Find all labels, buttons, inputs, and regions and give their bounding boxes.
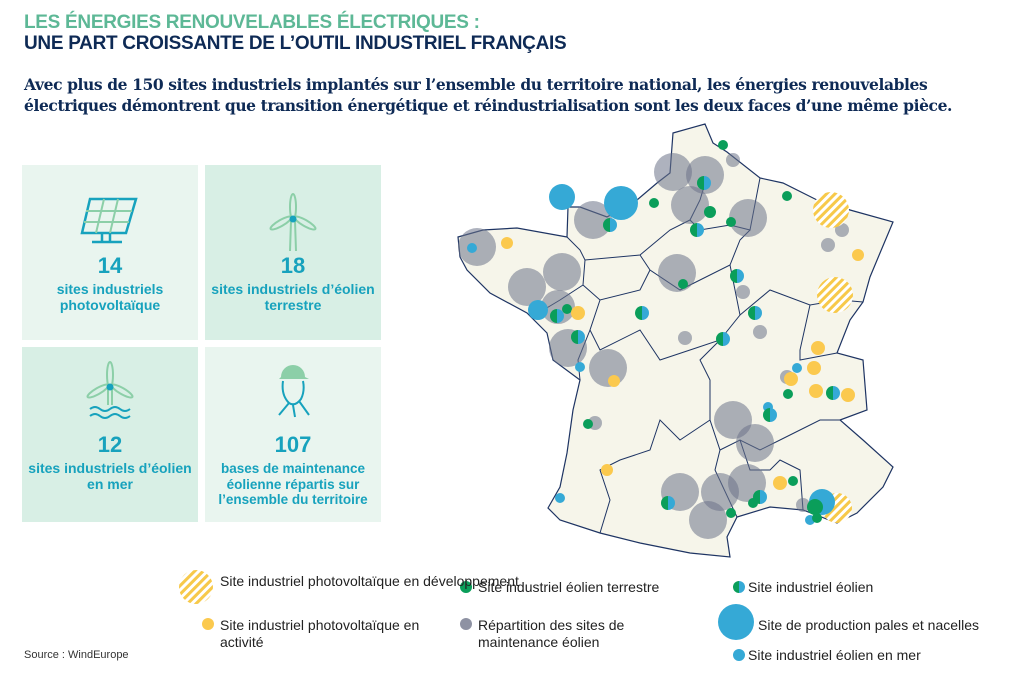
wind-site-marker xyxy=(571,330,578,344)
stat-value: 18 xyxy=(280,253,306,278)
wind-site-marker-half xyxy=(760,490,767,504)
solar-panel-icon xyxy=(80,197,138,244)
pv-active-sites xyxy=(501,237,864,490)
wind-site-marker-half xyxy=(833,386,840,400)
wind-site-marker xyxy=(753,490,760,504)
legend-pv-dev: Site industriel photovoltaïque en dévelo… xyxy=(220,573,519,589)
stat-value: 12 xyxy=(97,432,123,457)
legend-blades: Site de production pales et nacelles xyxy=(758,617,980,633)
stat-value: 14 xyxy=(97,253,123,278)
wind-site-marker-half xyxy=(723,332,730,346)
stat-card-onshore: 18 sites industriels d’éolien terrestre xyxy=(205,165,381,340)
stat-label: sites industriels d’éolien en mer xyxy=(28,460,192,492)
wind-industrial-sites xyxy=(550,176,840,510)
legend-offshore-icon xyxy=(733,649,745,661)
france-outline xyxy=(457,123,894,558)
wind-site-marker xyxy=(763,408,770,422)
wind-site-marker-half xyxy=(737,269,744,283)
legend-pv-dev-icon xyxy=(179,570,213,604)
wind-site-marker xyxy=(730,269,737,283)
legend-icons xyxy=(179,570,754,661)
technician-icon xyxy=(278,365,310,418)
legend-onshore: Site industriel éolien terrestre xyxy=(478,579,660,595)
offshore-wind-sites xyxy=(467,243,815,525)
stat-card-offshore: 12 sites industriels d’éolien en mer xyxy=(22,347,198,522)
intro-text: Avec plus de 150 sites industriels impla… xyxy=(24,75,953,115)
wind-site-marker-half xyxy=(697,223,704,237)
stat-card-photovoltaic: 14 sites industriels photovoltaïque xyxy=(22,165,198,340)
legend-blades-icon xyxy=(718,604,754,640)
legend-wind: Site industriel éolien xyxy=(748,579,874,595)
wind-site-marker-half xyxy=(557,309,564,323)
stat-label: bases de maintenance éolienne répartis s… xyxy=(218,461,368,507)
wind-site-marker-half xyxy=(610,218,617,232)
wind-site-marker-half xyxy=(642,306,649,320)
title-line-1: LES ÉNERGIES RENOUVELABLES ÉLECTRIQUES : xyxy=(24,12,480,33)
legend-pv-active-icon xyxy=(202,618,214,630)
title-line-2: UNE PART CROISSANTE DE L’OUTIL INDUSTRIE… xyxy=(24,33,567,54)
wind-site-marker xyxy=(603,218,610,232)
wind-site-marker xyxy=(661,496,668,510)
legend-onshore-icon xyxy=(460,581,472,593)
wind-site-marker xyxy=(697,176,704,190)
wind-site-marker-half xyxy=(578,330,585,344)
legend-pv-active: Site industriel photovoltaïque en activi… xyxy=(220,617,420,650)
stat-label: sites industriels photovoltaïque xyxy=(56,281,164,313)
legend-wind-icon xyxy=(733,581,739,593)
wind-site-marker-half xyxy=(755,306,762,320)
legend-maintenance: Répartition des sites de maintenance éol… xyxy=(478,617,625,650)
legend-offshore: Site industriel éolien en mer xyxy=(748,647,921,663)
wind-turbine-icon xyxy=(269,193,317,252)
wind-site-marker xyxy=(690,223,697,237)
wind-site-marker-half xyxy=(668,496,675,510)
wind-site-marker-half xyxy=(770,408,777,422)
source-note: Source : WindEurope xyxy=(24,649,129,661)
wind-site-marker xyxy=(635,306,642,320)
legend-maintenance-icon xyxy=(460,618,472,630)
stat-value: 107 xyxy=(274,432,312,457)
stat-card-maintenance: 107 bases de maintenance éolienne répart… xyxy=(205,347,381,522)
wind-site-marker xyxy=(826,386,833,400)
offshore-wind-turbine-icon xyxy=(86,361,134,419)
wind-site-marker-half xyxy=(704,176,711,190)
onshore-wind-sites xyxy=(562,140,823,523)
stat-label: sites industriels d’éolien terrestre xyxy=(211,281,375,313)
wind-site-marker xyxy=(550,309,557,323)
wind-site-marker xyxy=(748,306,755,320)
wind-site-marker xyxy=(716,332,723,346)
